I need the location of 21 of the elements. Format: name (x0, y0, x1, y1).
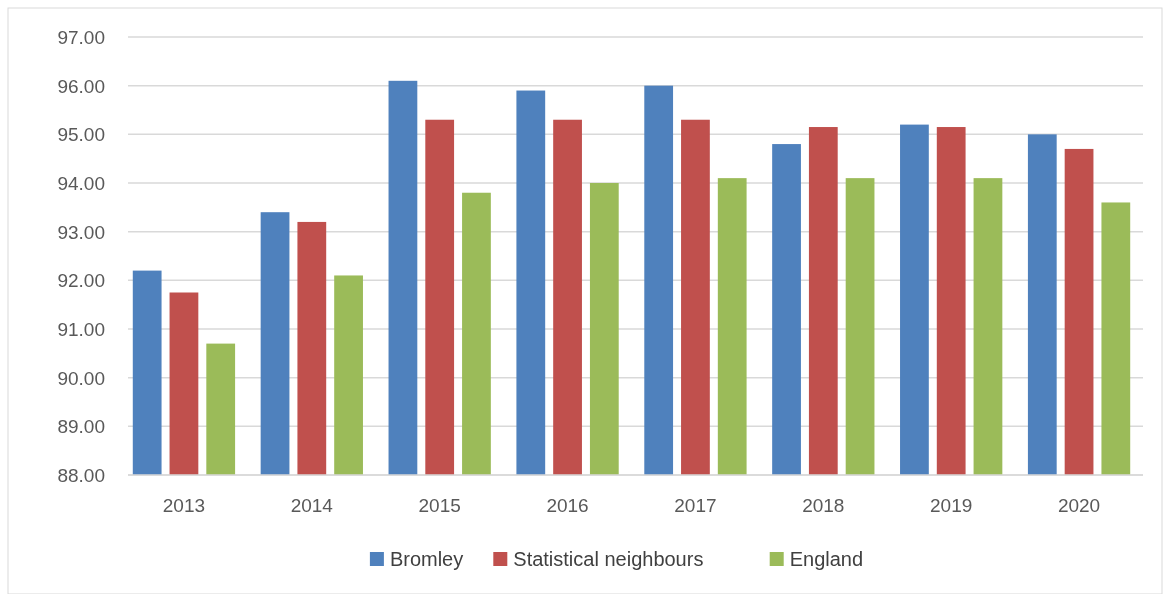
x-tick-label: 2018 (802, 495, 845, 516)
y-tick-label: 90.00 (57, 367, 105, 389)
y-tick-label: 93.00 (57, 221, 105, 243)
y-tick-label: 89.00 (57, 416, 105, 438)
x-tick-label: 2016 (546, 495, 589, 516)
y-tick-label: 91.00 (57, 319, 105, 340)
y-tick-label: 94.00 (57, 173, 105, 194)
legend-label: England (789, 548, 864, 570)
x-tick-label: 2015 (418, 495, 461, 516)
legend-label: Bromley (389, 548, 464, 570)
x-tick-label: 2020 (1057, 495, 1101, 516)
legend-label: Statistical neighbours (513, 548, 704, 570)
y-tick-label: 97.00 (57, 27, 105, 48)
x-tick-label: 2014 (290, 495, 334, 516)
y-tick-label: 96.00 (57, 75, 105, 97)
y-tick-label: 88.00 (57, 465, 105, 486)
y-tick-label: 92.00 (57, 270, 105, 292)
x-tick-label: 2017 (674, 495, 717, 516)
x-tick-label: 2013 (162, 495, 206, 516)
x-tick-label: 2019 (930, 495, 973, 516)
y-tick-label: 95.00 (57, 124, 105, 146)
